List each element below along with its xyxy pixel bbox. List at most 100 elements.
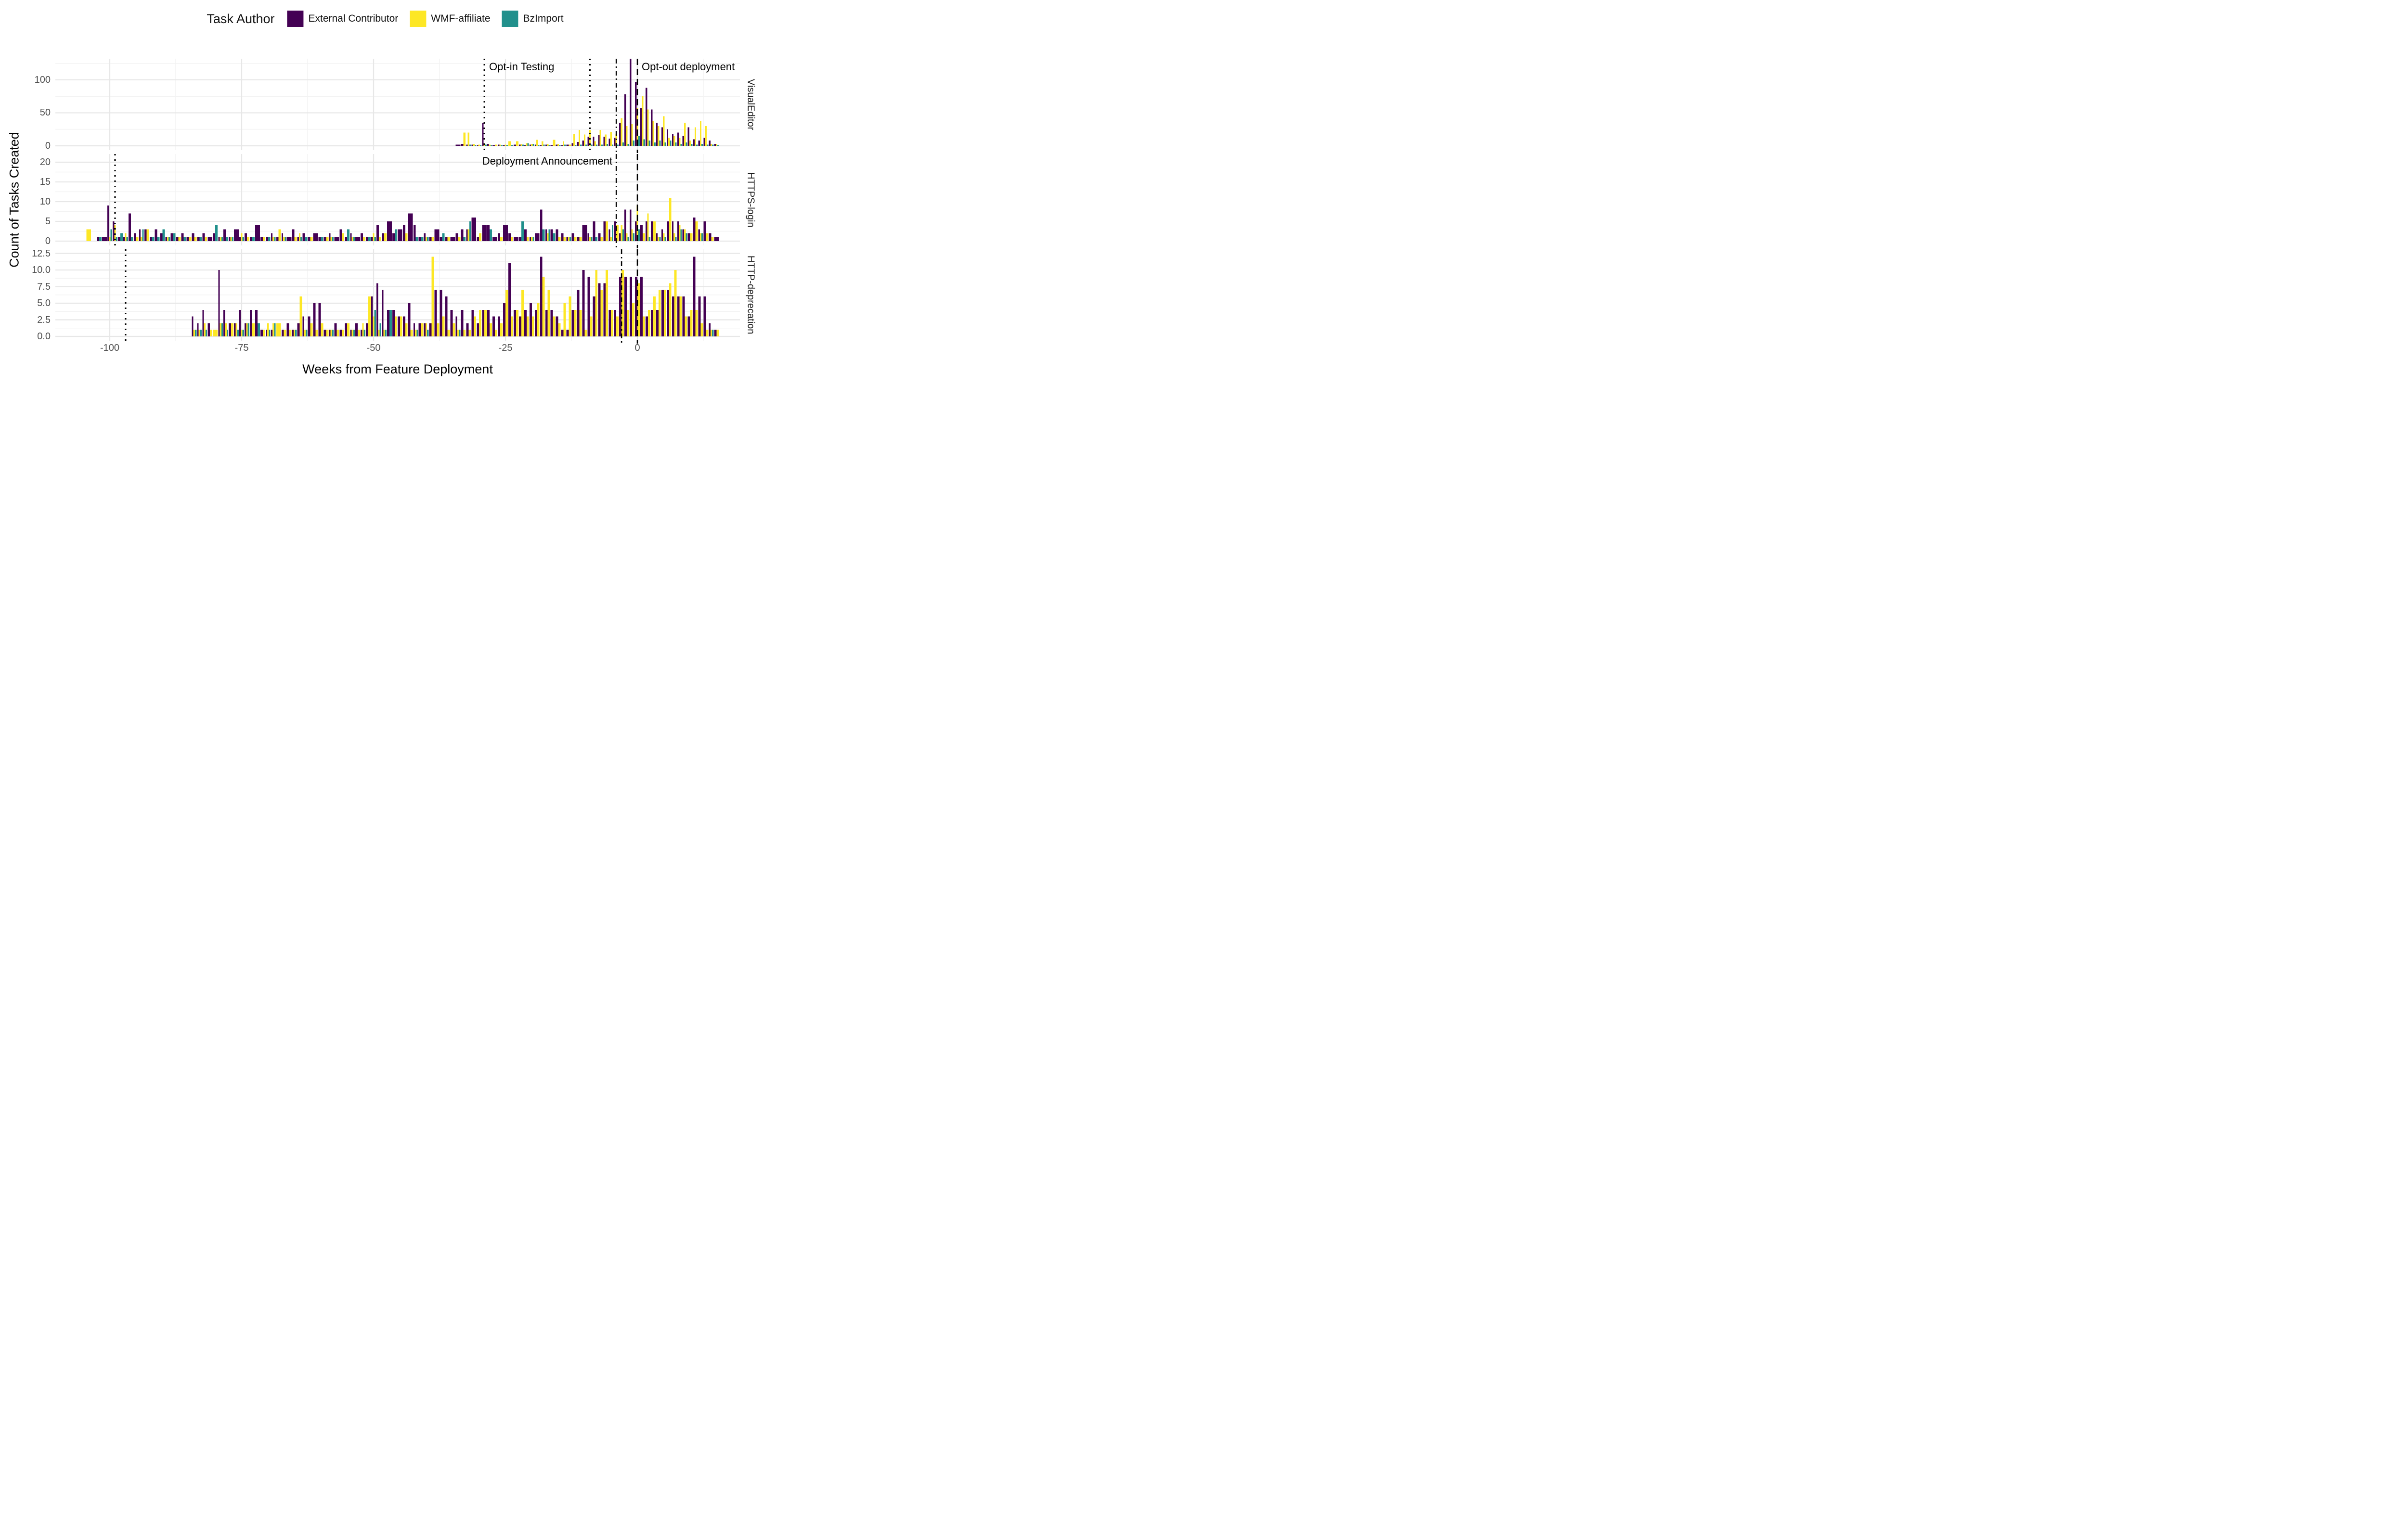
bar-BzImport (501, 145, 503, 146)
bar-External Contributor (672, 134, 674, 146)
bar-External Contributor (661, 290, 664, 336)
bar-External Contributor (514, 144, 516, 146)
bar-External Contributor (260, 237, 263, 241)
bar-WMF-affiliate (621, 270, 624, 336)
bar-External Contributor (672, 221, 674, 241)
bar-WMF-affiliate (479, 309, 482, 336)
bar-External Contributor (619, 276, 622, 336)
bar-WMF-affiliate (647, 213, 649, 241)
bar-WMF-affiliate (463, 330, 466, 336)
bar-External Contributor (192, 233, 194, 241)
bar-External Contributor (666, 221, 669, 241)
bar-External Contributor (524, 309, 527, 336)
bar-WMF-affiliate (400, 316, 402, 336)
bar-WMF-affiliate (425, 323, 427, 336)
bar-External Contributor (245, 323, 246, 336)
bar-External Contributor (387, 309, 389, 336)
bar-BzImport (542, 229, 545, 241)
bar-External Contributor (118, 237, 120, 241)
bar-External Contributor (598, 283, 601, 336)
bar-WMF-affiliate (213, 330, 218, 336)
bar-WMF-affiliate (679, 296, 682, 336)
bar-WMF-affiliate (605, 134, 607, 146)
bar-External Contributor (561, 233, 564, 241)
bar-WMF-affiliate (442, 316, 445, 336)
bar-External Contributor (608, 229, 610, 241)
bar-BzImport (474, 145, 477, 146)
bar-WMF-affiliate (616, 225, 619, 241)
bar-BzImport (643, 139, 645, 146)
plot-canvas (55, 59, 740, 344)
bar-External Contributor (286, 237, 292, 241)
bar-BzImport (659, 237, 661, 241)
bar-External Contributor (698, 296, 701, 336)
bar-WMF-affiliate (642, 316, 645, 336)
bar-External Contributor (714, 330, 717, 336)
bar-External Contributor (661, 127, 663, 146)
bar-WMF-affiliate (272, 323, 274, 336)
bar-WMF-affiliate (689, 141, 691, 146)
bar-WMF-affiliate (220, 237, 221, 241)
bar-WMF-affiliate (299, 296, 302, 336)
bar-WMF-affiliate (526, 237, 529, 241)
bar-WMF-affiliate (136, 237, 139, 241)
bar-WMF-affiliate (531, 143, 533, 146)
bar-BzImport (521, 221, 524, 241)
bar-External Contributor (672, 296, 674, 336)
bar-External Contributor (376, 225, 379, 241)
bar-WMF-affiliate (293, 330, 296, 336)
bar-BzImport (617, 144, 619, 146)
bar-External Contributor (587, 136, 589, 146)
bar-WMF-affiliate (663, 233, 665, 241)
bar-External Contributor (440, 290, 442, 336)
bar-WMF-affiliate (453, 323, 455, 336)
bar-BzImport (485, 144, 487, 146)
bar-WMF-affiliate (437, 323, 440, 336)
bar-External Contributor (149, 237, 152, 241)
bar-WMF-affiliate (589, 237, 591, 241)
bar-WMF-affiliate (178, 237, 181, 241)
bar-BzImport (638, 229, 640, 241)
bar-External Contributor (677, 132, 679, 146)
bar-WMF-affiliate (267, 323, 269, 336)
legend-swatch-wmf-affiliate (410, 11, 427, 27)
bar-External Contributor (250, 309, 252, 336)
bar-External Contributor (640, 108, 642, 146)
legend-item-wmf-affiliate: WMF-affiliate (410, 11, 491, 27)
bar-WMF-affiliate (252, 323, 255, 336)
x-axis-title: Weeks from Feature Deployment (302, 362, 493, 376)
bar-BzImport (664, 237, 666, 241)
bar-WMF-affiliate (606, 221, 608, 241)
y-tick-label: 12.5 (32, 248, 51, 259)
bar-BzImport (490, 229, 492, 241)
bar-BzImport (257, 323, 260, 336)
bar-External Contributor (603, 136, 605, 146)
bar-External Contributor (113, 221, 115, 241)
bar-WMF-affiliate (632, 303, 634, 336)
bar-External Contributor (566, 237, 568, 241)
bar-External Contributor (461, 229, 464, 241)
bar-WMF-affiliate (141, 237, 142, 241)
bar-External Contributor (408, 213, 413, 241)
bar-WMF-affiliate (321, 323, 324, 336)
bar-External Contributor (577, 237, 580, 241)
bar-External Contributor (593, 221, 595, 241)
bar-WMF-affiliate (241, 330, 243, 336)
bar-WMF-affiliate (384, 233, 387, 241)
bar-BzImport (269, 330, 271, 336)
bar-External Contributor (408, 303, 411, 336)
bar-External Contributor (466, 229, 468, 241)
x-tick-label: -50 (366, 343, 381, 353)
bar-BzImport (332, 330, 334, 336)
bar-External Contributor (334, 237, 339, 241)
bar-WMF-affiliate (658, 126, 660, 146)
x-tick-label: -25 (498, 343, 513, 353)
bar-External Contributor (255, 309, 258, 336)
bar-BzImport (110, 229, 112, 241)
bar-External Contributor (646, 88, 647, 146)
bar-External Contributor (160, 233, 163, 241)
bar-WMF-affiliate (205, 237, 207, 241)
bar-External Contributor (281, 233, 284, 241)
bar-External Contributor (650, 309, 653, 336)
bar-External Contributor (650, 109, 653, 146)
